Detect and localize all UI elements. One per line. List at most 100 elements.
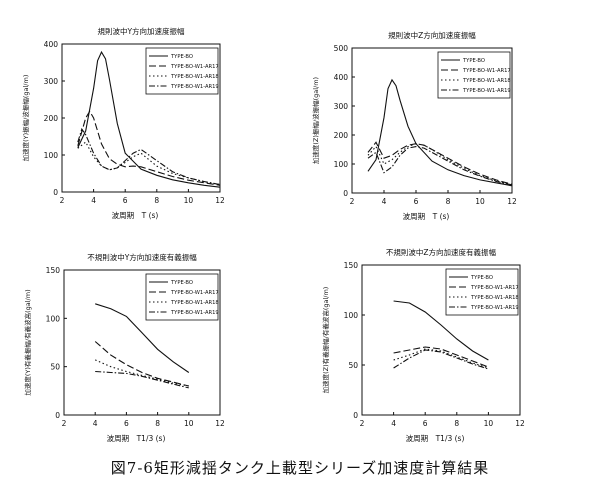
legend-label: TYPE-BO-W1-AR18 — [470, 295, 519, 301]
chart-panel-4: 不規則波中Z方向加速度有義振幅 2 4 6 8 10 12 0 50 100 150 波周期 T1/3… — [321, 247, 525, 443]
y-tick-label: 150 — [46, 266, 61, 275]
x-tick-label: 4 — [391, 419, 396, 428]
series-line-4 — [95, 370, 189, 389]
legend-label: TYPE-BO — [462, 58, 485, 64]
legend-label: TYPE-BO — [470, 275, 493, 281]
x-tick-label: 6 — [123, 196, 128, 205]
legend-label: TYPE-BO-W1-AR18 — [170, 300, 219, 306]
x-tick-label: 6 — [423, 419, 428, 428]
plot-frame — [361, 264, 521, 416]
y-tick-label: 50 — [348, 361, 358, 370]
y-tick-label: 0 — [53, 188, 58, 197]
legend-label: TYPE-BO-W1-AR19 — [170, 310, 219, 316]
chart-title: 規則波中Y方向加速度振幅 — [97, 26, 185, 36]
legend-label: TYPE-BO-W1-AR17 — [462, 68, 511, 74]
series-line-3 — [367, 143, 513, 186]
y-axis-label: 加速度(Z)有義振幅/有義波高(gal/m) — [321, 287, 330, 394]
series-line-2 — [94, 341, 189, 387]
x-tick-label: 10 — [184, 196, 194, 205]
legend-label: TYPE-BO-W1-AR19 — [462, 88, 511, 94]
series-line-2 — [367, 141, 513, 185]
x-tick-label: 10 — [475, 197, 485, 206]
x-tick-label: 12 — [515, 419, 525, 428]
x-tick-label: 10 — [484, 419, 494, 428]
series-line-3 — [393, 348, 489, 369]
y-tick-label: 400 — [334, 73, 349, 82]
y-axis-label: 加速度(Y)振幅/波振幅(gal/m) — [21, 75, 30, 162]
legend: TYPE-BO TYPE-BO-W1-AR17 TYPE-BO-W1-AR18 TYP… — [145, 47, 219, 95]
x-tick-label: 4 — [93, 419, 98, 428]
x-tick-label: 8 — [154, 196, 159, 205]
legend: TYPE-BO TYPE-BO-W1-AR17 TYPE-BO-W1-AR18 TYP… — [437, 51, 511, 99]
figure-caption: 図7-6矩形減揺タンク上載型シリーズ加速度計算結果 — [110, 459, 490, 477]
y-axis-label: 加速度(Y)有義振幅/有義波高(gal/m) — [23, 289, 32, 395]
series-line-2 — [77, 110, 221, 186]
series-line-1 — [367, 78, 513, 187]
legend-label: TYPE-BO-W1-AR17 — [470, 285, 519, 291]
legend: TYPE-BO TYPE-BO-W1-AR17 TYPE-BO-W1-AR18 TYP… — [445, 268, 519, 316]
legend-label: TYPE-BO — [170, 280, 193, 286]
x-tick-label: 2 — [60, 196, 65, 205]
chart-panel-1: 規則波中Y方向加速度振幅 2 4 6 8 10 12 0 100 200 300 400 波周期 T (… — [21, 26, 225, 220]
series-line-1 — [393, 300, 489, 361]
x-tick-label: 12 — [215, 196, 225, 205]
x-tick-label: 12 — [507, 197, 517, 206]
x-tick-label: 2 — [350, 197, 355, 206]
series-line-4 — [393, 349, 489, 370]
x-tick-label: 10 — [184, 419, 194, 428]
legend-label: TYPE-BO-W1-AR19 — [470, 305, 519, 311]
x-tick-label: 8 — [155, 419, 160, 428]
chart-title: 規則波中Z方向加速度振幅 — [388, 30, 476, 40]
y-tick-label: 500 — [334, 44, 349, 53]
series-line-4 — [367, 146, 513, 186]
y-tick-label: 200 — [334, 131, 349, 140]
y-tick-label: 0 — [55, 411, 60, 420]
y-axis-label: 加速度(Z)振幅/波振幅(gal/m) — [311, 77, 320, 164]
y-tick-label: 100 — [46, 314, 61, 323]
y-tick-label: 100 — [344, 311, 359, 320]
x-tick-label: 8 — [454, 419, 459, 428]
y-tick-label: 150 — [344, 261, 359, 270]
chart-title: 不規則波中Z方向加速度有義振幅 — [386, 247, 497, 257]
y-tick-label: 100 — [334, 160, 349, 169]
x-tick-label: 2 — [62, 419, 67, 428]
legend-label: TYPE-BO-W1-AR17 — [170, 290, 219, 296]
legend-label: TYPE-BO-W1-AR18 — [462, 78, 511, 84]
series-line-3 — [77, 141, 221, 186]
x-tick-label: 6 — [124, 419, 129, 428]
series-line-1 — [77, 50, 221, 188]
y-tick-label: 200 — [44, 114, 59, 123]
chart-panel-2: 規則波中Z方向加速度振幅 2 4 6 8 10 12 0 100 200 300 400 500 波周期 … — [311, 30, 517, 221]
plot-frame — [63, 269, 221, 416]
legend-label: TYPE-BO-W1-AR18 — [170, 74, 219, 80]
legend: TYPE-BO TYPE-BO-W1-AR17 TYPE-BO-W1-AR18 TYP… — [145, 273, 219, 321]
x-tick-label: 4 — [382, 197, 387, 206]
y-tick-label: 300 — [334, 102, 349, 111]
chart-panel-3: 不規則波中Y方向加速度有義振幅 2 4 6 8 10 12 0 50 100 150 波周期 T1/3… — [23, 252, 225, 443]
y-tick-label: 0 — [343, 189, 348, 198]
y-tick-label: 300 — [44, 77, 59, 86]
chart-title: 不規則波中Y方向加速度有義振幅 — [87, 252, 197, 262]
y-tick-label: 400 — [44, 40, 59, 49]
legend-label: TYPE-BO-W1-AR19 — [170, 84, 219, 90]
x-tick-label: 4 — [91, 196, 96, 205]
legend-label: TYPE-BO-W1-AR17 — [170, 64, 219, 70]
x-axis-label: 波周期 T (s) — [112, 210, 159, 220]
x-tick-label: 6 — [414, 197, 419, 206]
y-tick-label: 0 — [353, 411, 358, 420]
y-tick-label: 50 — [50, 363, 60, 372]
series-line-2 — [393, 346, 489, 368]
legend-label: TYPE-BO — [170, 54, 193, 60]
x-axis-label: 波周期 T1/3 (s) — [107, 433, 166, 443]
x-tick-label: 8 — [446, 197, 451, 206]
x-tick-label: 2 — [360, 419, 365, 428]
series-line-1 — [95, 303, 190, 373]
y-tick-label: 100 — [44, 151, 59, 160]
plot-frame — [351, 47, 513, 194]
x-tick-label: 12 — [215, 419, 225, 428]
series-line-3 — [94, 359, 189, 387]
series-line-4 — [77, 127, 221, 186]
x-axis-label: 波周期 T (s) — [403, 211, 450, 221]
x-axis-label: 波周期 T1/3 (s) — [406, 433, 465, 443]
